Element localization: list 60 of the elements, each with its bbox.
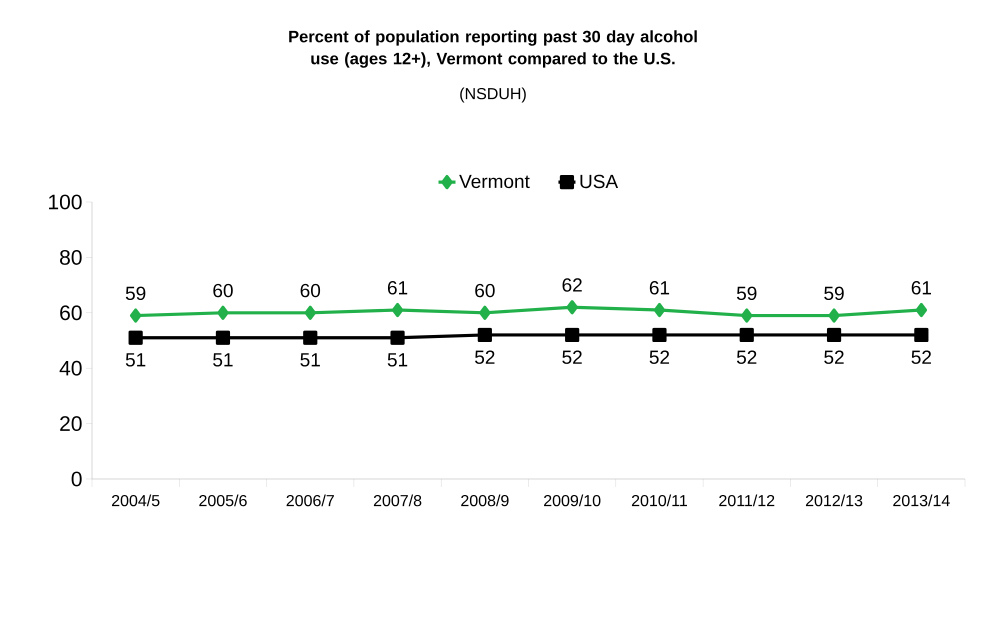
- data-label: 52: [650, 350, 670, 364]
- x-tick-label: 2008/9: [461, 494, 509, 506]
- point: [128, 330, 143, 345]
- y-tick-label: 0: [72, 472, 82, 486]
- point: [916, 302, 928, 318]
- data-label: 60: [300, 284, 320, 298]
- data-label: 52: [912, 350, 931, 364]
- legend-label: USA: [580, 174, 618, 188]
- data-label: 61: [650, 281, 670, 295]
- y-tick-label: 40: [60, 360, 82, 376]
- point: [740, 328, 754, 342]
- data-label: 59: [824, 286, 844, 300]
- x-tick-label: 2004/5: [112, 494, 160, 506]
- data-label: 51: [388, 353, 408, 367]
- data-label: 60: [213, 284, 233, 298]
- data-label: 52: [824, 350, 844, 364]
- point: [304, 306, 316, 320]
- legend-label: Vermont: [459, 174, 530, 188]
- data-label: 62: [562, 278, 582, 292]
- x-tick-label: 2011/12: [719, 494, 774, 506]
- chart-subtitle: (NSDUH): [460, 88, 526, 102]
- data-label: 51: [213, 353, 233, 367]
- point: [392, 302, 404, 318]
- point: [565, 328, 580, 342]
- point: [654, 302, 666, 318]
- y-tick-label: 20: [60, 416, 82, 432]
- point: [826, 328, 842, 342]
- point: [216, 330, 230, 345]
- data-label: 61: [388, 281, 408, 295]
- x-tick-label: 2006/7: [286, 494, 334, 506]
- point: [914, 328, 928, 342]
- point: [390, 330, 405, 345]
- y-tick-label: 60: [60, 305, 82, 320]
- y-tick-label: 80: [60, 250, 82, 265]
- data-label: 60: [475, 284, 495, 298]
- point: [652, 328, 667, 342]
- data-label: 51: [126, 353, 146, 367]
- x-tick-label: 2013/14: [893, 494, 950, 506]
- point: [130, 308, 142, 323]
- point: [828, 308, 840, 323]
- data-label: 59: [126, 286, 146, 300]
- x-tick-label: 2007/8: [374, 494, 422, 506]
- x-tick-label: 2012/13: [806, 494, 862, 506]
- x-tick-label: 2005/6: [199, 494, 247, 506]
- point: [478, 328, 492, 342]
- point: [479, 306, 491, 320]
- data-label: 52: [475, 350, 494, 364]
- x-tick-label: 2009/10: [544, 494, 600, 506]
- y-tick-label: 100: [49, 194, 82, 210]
- data-label: 61: [912, 281, 931, 295]
- chart-title: Percent of population reporting past 30 day alcohol use (ages 12+), Vermont compared to the U.S.: [289, 30, 697, 68]
- data-label: 52: [562, 350, 582, 364]
- point: [566, 300, 578, 314]
- data-label: 59: [736, 286, 756, 300]
- data-label: 52: [736, 350, 756, 364]
- point: [217, 306, 229, 320]
- point: [303, 330, 318, 345]
- data-label: 51: [300, 353, 320, 367]
- point: [741, 308, 752, 323]
- x-tick-label: 2010/11: [632, 494, 687, 506]
